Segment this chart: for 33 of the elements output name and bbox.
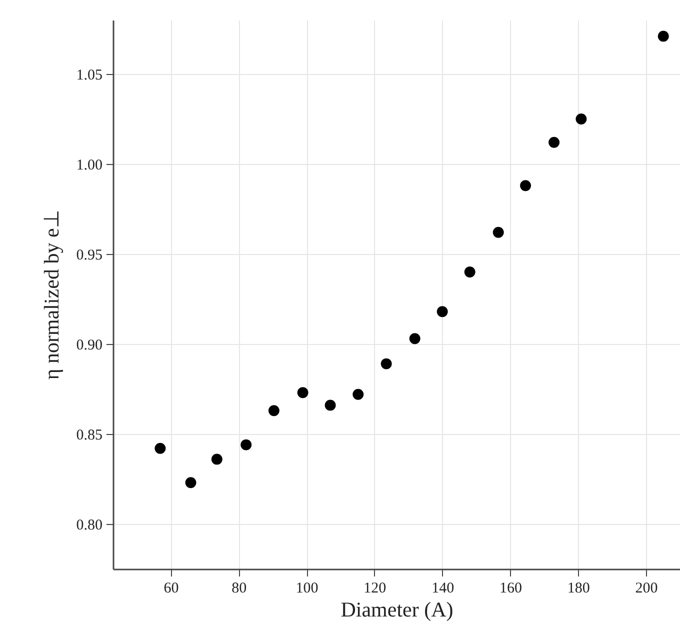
- y-tick-label: 1.05: [76, 68, 102, 84]
- point: [268, 405, 280, 416]
- point: [185, 477, 196, 488]
- x-tick-label: 160: [499, 580, 522, 596]
- point: [352, 388, 364, 400]
- y-tick-label: 1.00: [76, 158, 102, 174]
- y-tick-label: 0.80: [76, 518, 102, 534]
- point: [492, 226, 504, 238]
- x-axis-title: Diameter (A): [340, 598, 454, 622]
- point: [324, 400, 336, 411]
- x-tick-label: 140: [432, 580, 454, 596]
- x-tick-label: 200: [635, 580, 658, 596]
- y-tick-label: 0.95: [76, 248, 102, 264]
- x-tick-label: 180: [567, 580, 590, 596]
- point: [436, 306, 448, 318]
- point: [658, 30, 669, 42]
- point: [240, 439, 252, 450]
- point: [211, 454, 222, 465]
- point: [576, 114, 587, 124]
- point: [380, 358, 392, 370]
- x-tick-label: 60: [164, 580, 179, 596]
- x-tick-label: 80: [232, 580, 247, 596]
- y-axis-title: η normalized by e⊥: [39, 210, 64, 380]
- point: [409, 333, 420, 344]
- point: [464, 266, 476, 278]
- y-tick-label: 0.85: [76, 428, 102, 444]
- x-tick-label: 120: [364, 580, 386, 596]
- y-tick-label: 0.90: [76, 338, 102, 354]
- point: [297, 387, 308, 398]
- point: [548, 136, 560, 148]
- point: [520, 180, 531, 192]
- point: [154, 442, 166, 454]
- x-tick-label: 100: [296, 580, 318, 596]
